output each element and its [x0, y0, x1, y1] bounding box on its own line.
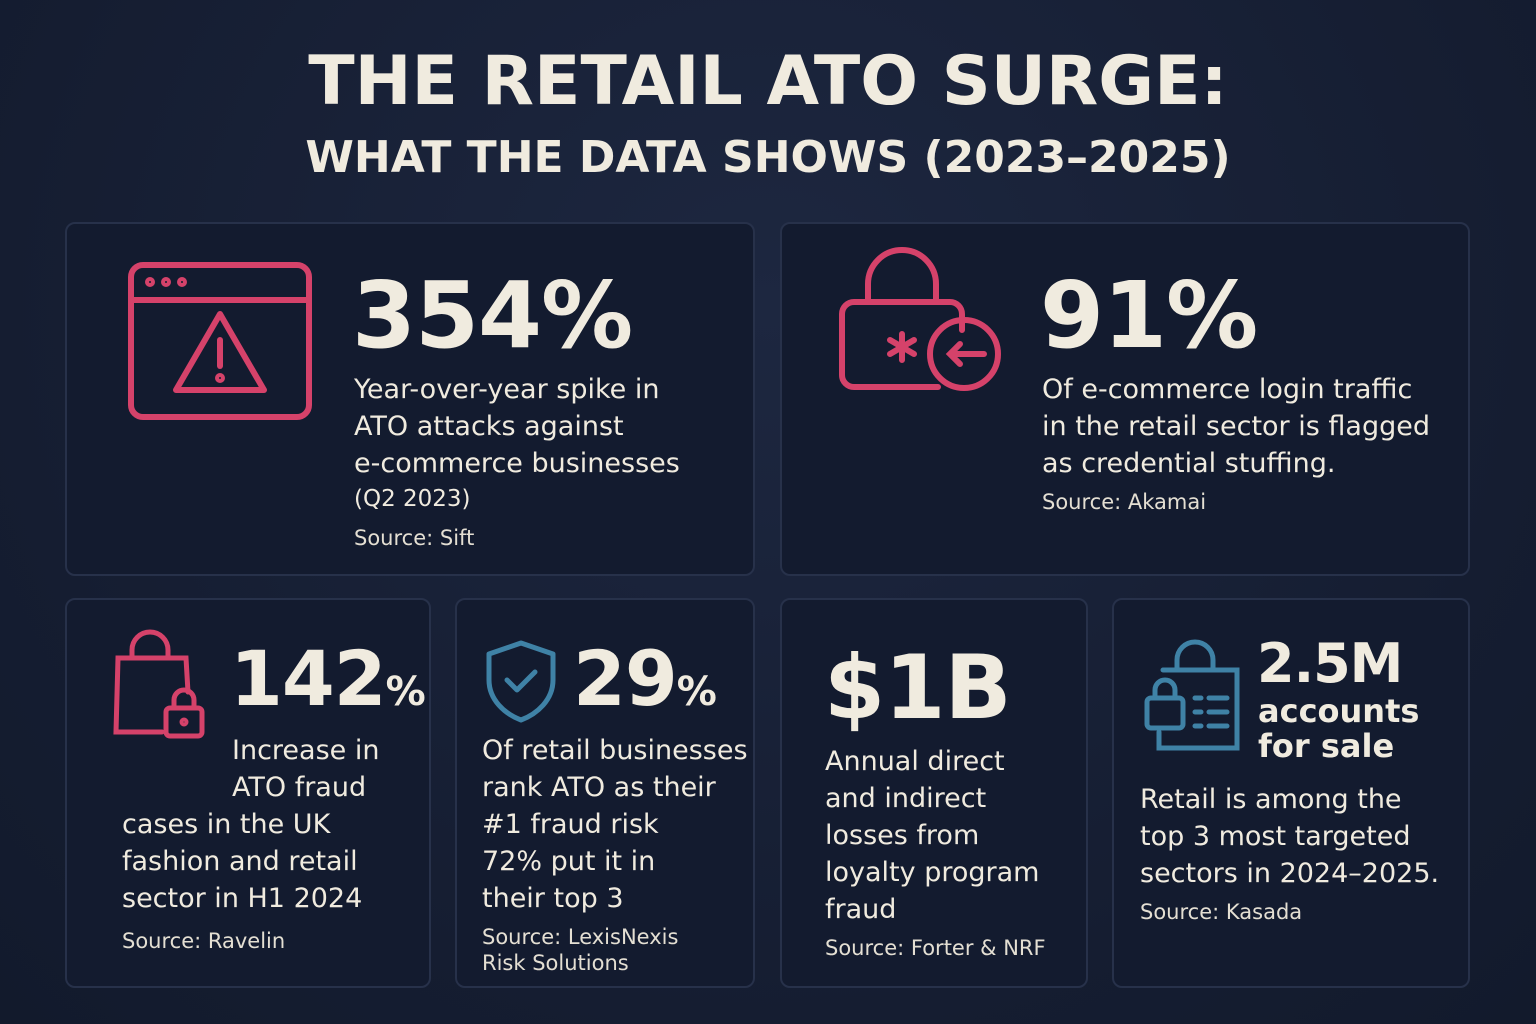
text-line: sector in H1 2024 [122, 883, 363, 914]
stat: $1B [824, 636, 1012, 739]
stat: 142% [230, 634, 426, 723]
text-line: in the retail sector is flagged [1042, 411, 1430, 442]
card [780, 222, 1470, 576]
browser-warning-icon [128, 262, 312, 420]
text-line: e-commerce businesses [354, 448, 680, 479]
stat: 91% [1040, 262, 1258, 369]
text-line: and indirect [825, 783, 987, 814]
substat: accounts for sale [1258, 694, 1419, 764]
card [1112, 598, 1470, 988]
text-line: loyalty program [825, 857, 1040, 888]
stat-unit: % [676, 669, 717, 715]
text-line: as credential stuffing. [1042, 448, 1336, 479]
description: Retail is among the top 3 most targeted … [1140, 781, 1439, 892]
source: Source: LexisNexis Risk Solutions [482, 924, 678, 976]
text-line: Of e-commerce login traffic [1042, 374, 1413, 405]
text-line: ATO fraud [232, 772, 367, 803]
source-line: Source: Ravelin [122, 929, 286, 953]
text-line: fraud [825, 894, 897, 925]
description: Year-over-year spike in ATO attacks agai… [354, 371, 680, 482]
source-line: Risk Solutions [482, 951, 629, 975]
title: THE RETAIL ATO SURGE: [308, 42, 1228, 121]
text-line: sectors in 2024–2025. [1140, 858, 1440, 889]
text-line: fashion and retail [122, 846, 358, 877]
text-line: 72% put it in [482, 846, 656, 877]
text-line: their top 3 [482, 883, 624, 914]
source: Source: Ravelin [122, 928, 285, 954]
description: Of e-commerce login traffic in the retai… [1042, 371, 1430, 482]
stat-unit: % [385, 669, 426, 715]
description: Of retail businesses rank ATO as their #… [482, 732, 748, 917]
subtitle: WHAT THE DATA SHOWS (2023–2025) [305, 132, 1231, 183]
source: Source: Akamai [1042, 489, 1206, 515]
stat-value: 29 [573, 634, 678, 723]
text-line: Of retail businesses [482, 735, 748, 766]
lock-login-icon [839, 247, 1001, 391]
text-line: Year-over-year spike in [354, 374, 660, 405]
card [65, 598, 431, 988]
card [455, 598, 755, 988]
source: Source: Sift [354, 525, 474, 551]
stat: 354% [352, 262, 633, 369]
stat-value: 142 [230, 634, 387, 723]
source: Source: Forter & NRF [825, 935, 1046, 961]
text-line: Annual direct [825, 746, 1005, 777]
text-line: top 3 most targeted [1140, 821, 1411, 852]
text-line: cases in the UK [122, 809, 331, 840]
description: Increase in ATO fraud [232, 732, 379, 806]
stat: 2.5M [1257, 632, 1403, 695]
source-line: Source: Sift [354, 526, 475, 550]
text-line: for sale [1258, 727, 1395, 765]
text-line: ATO attacks against [354, 411, 624, 442]
shield-icon [486, 640, 556, 723]
source-line: Source: LexisNexis [482, 925, 679, 949]
source: Source: Kasada [1140, 899, 1302, 925]
source-line: Source: Akamai [1042, 490, 1207, 514]
description: Annual direct and indirect losses from l… [825, 743, 1039, 928]
card [780, 598, 1088, 988]
source-line: Source: Kasada [1140, 900, 1303, 924]
description: cases in the UK fashion and retail secto… [122, 806, 362, 917]
text-line: losses from [825, 820, 980, 851]
text-line: Increase in [232, 735, 380, 766]
bag-list-icon [1144, 639, 1240, 751]
text-line: accounts [1258, 692, 1420, 730]
text-line: #1 fraud risk [482, 809, 659, 840]
text-line: Retail is among the [1140, 784, 1402, 815]
text-line: rank ATO as their [482, 772, 716, 803]
stat: 29% [573, 634, 717, 723]
source-line: Source: Forter & NRF [825, 936, 1046, 960]
bag-lock-icon [113, 629, 205, 739]
note: (Q2 2023) [354, 486, 471, 512]
